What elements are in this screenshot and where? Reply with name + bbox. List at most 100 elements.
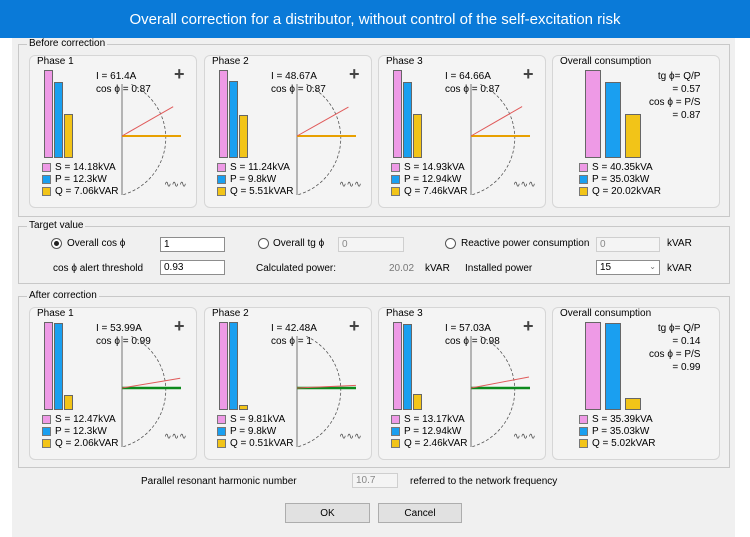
overall-cos-label: Overall cos ϕ — [67, 238, 126, 249]
target-value-title: Target value — [27, 220, 86, 231]
bar-S — [393, 70, 402, 158]
legend-label-S: S = 11.24kVA — [230, 162, 290, 173]
legend-swatch-P — [391, 174, 400, 184]
after-correction-group: After correction — [18, 290, 730, 468]
legend-item-Q: Q = 5.51kVAR — [217, 186, 293, 198]
legend-item-P: P = 12.94kW — [391, 174, 467, 186]
legend-label-S: S = 14.18kVA — [55, 162, 116, 173]
tg-value: = 0.57 — [672, 84, 701, 95]
bar-legend: S = 9.81kVA P = 9.8kW Q = 0.51kVAR — [217, 414, 293, 450]
phasor-diagram: ∿∿∿ — [121, 336, 187, 448]
legend-item-Q: Q = 20.02kVAR — [579, 186, 661, 198]
panel-title: Overall consumption — [560, 308, 652, 319]
plus-icon[interactable]: + — [349, 316, 360, 336]
legend-label-P: P = 12.3kW — [55, 426, 107, 437]
current-value: I = 48.67A — [271, 71, 317, 82]
dialog-title: Overall correction for a distributor, wi… — [129, 10, 621, 28]
before-correction-title: Before correction — [27, 38, 108, 49]
plus-icon[interactable]: + — [174, 64, 185, 84]
tg-formula-label: tg ϕ= Q/P — [657, 323, 701, 334]
reactive-consumption-input[interactable]: 0 — [596, 237, 660, 252]
bar-S — [585, 70, 601, 158]
calculated-power-label: Calculated power: — [256, 263, 337, 274]
phase-values: I = 61.4A cos ϕ = 0.87 — [96, 70, 151, 96]
legend-item-P: P = 9.8kW — [217, 174, 293, 186]
plus-icon[interactable]: + — [174, 316, 185, 336]
alert-threshold-label: cos ϕ alert threshold — [53, 263, 144, 274]
chevron-down-icon: ⌄ — [649, 262, 656, 271]
cos-formula-label: cos ϕ = P/S — [649, 349, 701, 360]
legend-item-S: S = 13.17kVA — [391, 414, 467, 426]
coil-icon: ∿∿∿ — [339, 180, 362, 190]
legend-label-P: P = 12.94kW — [404, 426, 462, 437]
current-value: I = 61.4A — [96, 71, 137, 82]
legend-swatch-S — [391, 162, 400, 172]
before-correction-group: Before correction — [18, 38, 730, 217]
ok-button[interactable]: OK — [285, 503, 370, 523]
legend-label-S: S = 35.39kVA — [592, 414, 653, 425]
bar-Q — [625, 398, 641, 410]
bar-legend: S = 14.93kVA P = 12.94kW Q = 7.46kVAR — [391, 162, 467, 198]
legend-swatch-S — [42, 414, 51, 424]
overall-consumption-panel: Overall consumption S = 40.35kVA P = 35.03… — [552, 55, 720, 208]
phase-panel: Phase 2 S = 11.24kVA P = 9.8kW Q = 5.51kVAR… — [204, 55, 372, 208]
phasor-diagram: ∿∿∿ — [470, 336, 536, 448]
bar-legend: S = 11.24kVA P = 9.8kW Q = 5.51kVAR — [217, 162, 293, 198]
bar-P — [403, 324, 412, 410]
legend-item-S: S = 14.93kVA — [391, 162, 467, 174]
plus-icon[interactable]: + — [523, 316, 534, 336]
overall-cos-input[interactable]: 1 — [160, 237, 225, 252]
reactive-consumption-radio[interactable] — [445, 238, 456, 249]
legend-item-P: P = 35.03kW — [579, 174, 661, 186]
cos-phi-value: cos ϕ = 0.99 — [96, 336, 151, 347]
target-value-group: Target value — [18, 220, 730, 284]
calculated-power-unit: kVAR — [425, 263, 450, 274]
legend-item-S: S = 11.24kVA — [217, 162, 293, 174]
overall-cos-radio[interactable] — [51, 238, 62, 249]
phase-panel: Phase 3 S = 13.17kVA P = 12.94kW Q = 2.46kV… — [378, 307, 546, 460]
phasor-diagram: ∿∿∿ — [296, 336, 362, 448]
legend-swatch-S — [217, 414, 226, 424]
legend-swatch-Q — [579, 438, 588, 448]
cancel-button[interactable]: Cancel — [378, 503, 462, 523]
legend-swatch-Q — [391, 186, 400, 196]
legend-label-S: S = 14.93kVA — [404, 162, 465, 173]
legend-label-Q: Q = 20.02kVAR — [592, 186, 662, 197]
legend-swatch-S — [217, 162, 226, 172]
legend-label-P: P = 9.8kW — [230, 426, 277, 437]
panel-title: Phase 3 — [386, 56, 423, 67]
legend-swatch-P — [217, 426, 226, 436]
overall-tg-input[interactable]: 0 — [338, 237, 404, 252]
bar-legend: S = 14.18kVA P = 12.3kW Q = 7.06kVAR — [42, 162, 118, 198]
legend-swatch-Q — [391, 438, 400, 448]
bar-Q — [239, 115, 248, 158]
bar-legend: S = 40.35kVA P = 35.03kW Q = 20.02kVAR — [579, 162, 661, 198]
installed-power-select[interactable]: 15 ⌄ — [596, 260, 660, 275]
plus-icon[interactable]: + — [349, 64, 360, 84]
legend-label-Q: Q = 2.06kVAR — [55, 438, 119, 449]
legend-label-P: P = 35.03kW — [592, 426, 650, 437]
phase-values: I = 48.67A cos ϕ = 0.87 — [271, 70, 326, 96]
legend-label-Q: Q = 0.51kVAR — [230, 438, 294, 449]
cos-phi-value: cos ϕ = 0.98 — [445, 336, 500, 347]
bar-Q — [239, 405, 248, 410]
phase-panel: Phase 1 S = 12.47kVA P = 12.3kW Q = 2.06kVA… — [29, 307, 197, 460]
current-value: I = 64.66A — [445, 71, 491, 82]
legend-item-S: S = 40.35kVA — [579, 162, 661, 174]
legend-item-Q: Q = 5.02kVAR — [579, 438, 655, 450]
legend-label-P: P = 12.94kW — [404, 174, 462, 185]
legend-item-Q: Q = 2.06kVAR — [42, 438, 118, 450]
legend-label-P: P = 35.03kW — [592, 174, 650, 185]
overall-tg-radio[interactable] — [258, 238, 269, 249]
alert-threshold-input[interactable]: 0.93 — [160, 260, 225, 275]
legend-item-P: P = 12.94kW — [391, 426, 467, 438]
panel-title: Phase 2 — [212, 308, 249, 319]
plus-icon[interactable]: + — [523, 64, 534, 84]
legend-swatch-Q — [217, 438, 226, 448]
current-value: I = 53.99A — [96, 323, 142, 334]
legend-swatch-P — [42, 174, 51, 184]
coil-icon: ∿∿∿ — [164, 180, 187, 190]
bar-P — [54, 323, 63, 410]
legend-item-P: P = 9.8kW — [217, 426, 293, 438]
bar-P — [605, 82, 621, 158]
